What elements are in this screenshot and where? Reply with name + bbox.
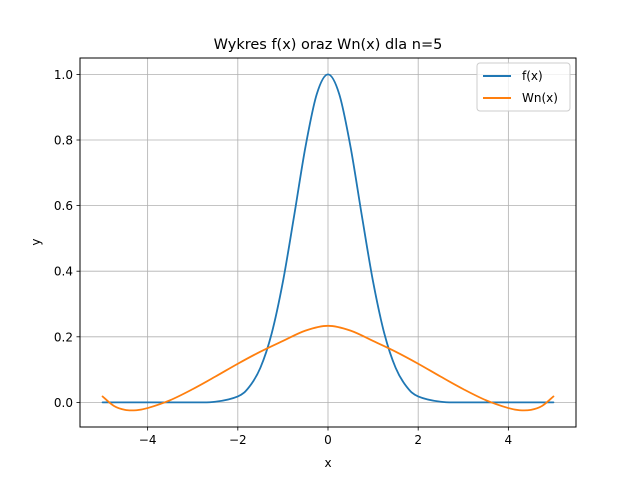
- y-axis-label: y: [29, 238, 43, 245]
- x-tick-label: 0: [324, 433, 332, 447]
- y-tick-label: 0.8: [54, 134, 73, 148]
- legend-label-f: f(x): [522, 69, 543, 83]
- y-tick-label: 0.6: [54, 199, 73, 213]
- x-tick-label: −2: [229, 433, 247, 447]
- legend: f(x) Wn(x): [476, 62, 571, 112]
- y-tick-label: 0.2: [54, 330, 73, 344]
- y-tick-label: 0.4: [54, 265, 73, 279]
- series-layer: [101, 73, 555, 412]
- x-tick-label: 2: [414, 433, 422, 447]
- ticks: −4 −2 0 2 4 0.0 0.2 0.4 0.6 0.8 1.0: [54, 68, 512, 447]
- series-line-wn: [101, 324, 555, 412]
- series-line-f: [101, 73, 555, 404]
- x-axis-label: x: [324, 456, 331, 470]
- chart-title: Wykres f(x) oraz Wn(x) dla n=5: [214, 37, 443, 53]
- x-tick-label: 4: [505, 433, 513, 447]
- legend-label-wn: Wn(x): [522, 91, 558, 105]
- y-tick-label: 1.0: [54, 68, 73, 82]
- x-tick-label: −4: [139, 433, 157, 447]
- y-tick-label: 0.0: [54, 396, 73, 410]
